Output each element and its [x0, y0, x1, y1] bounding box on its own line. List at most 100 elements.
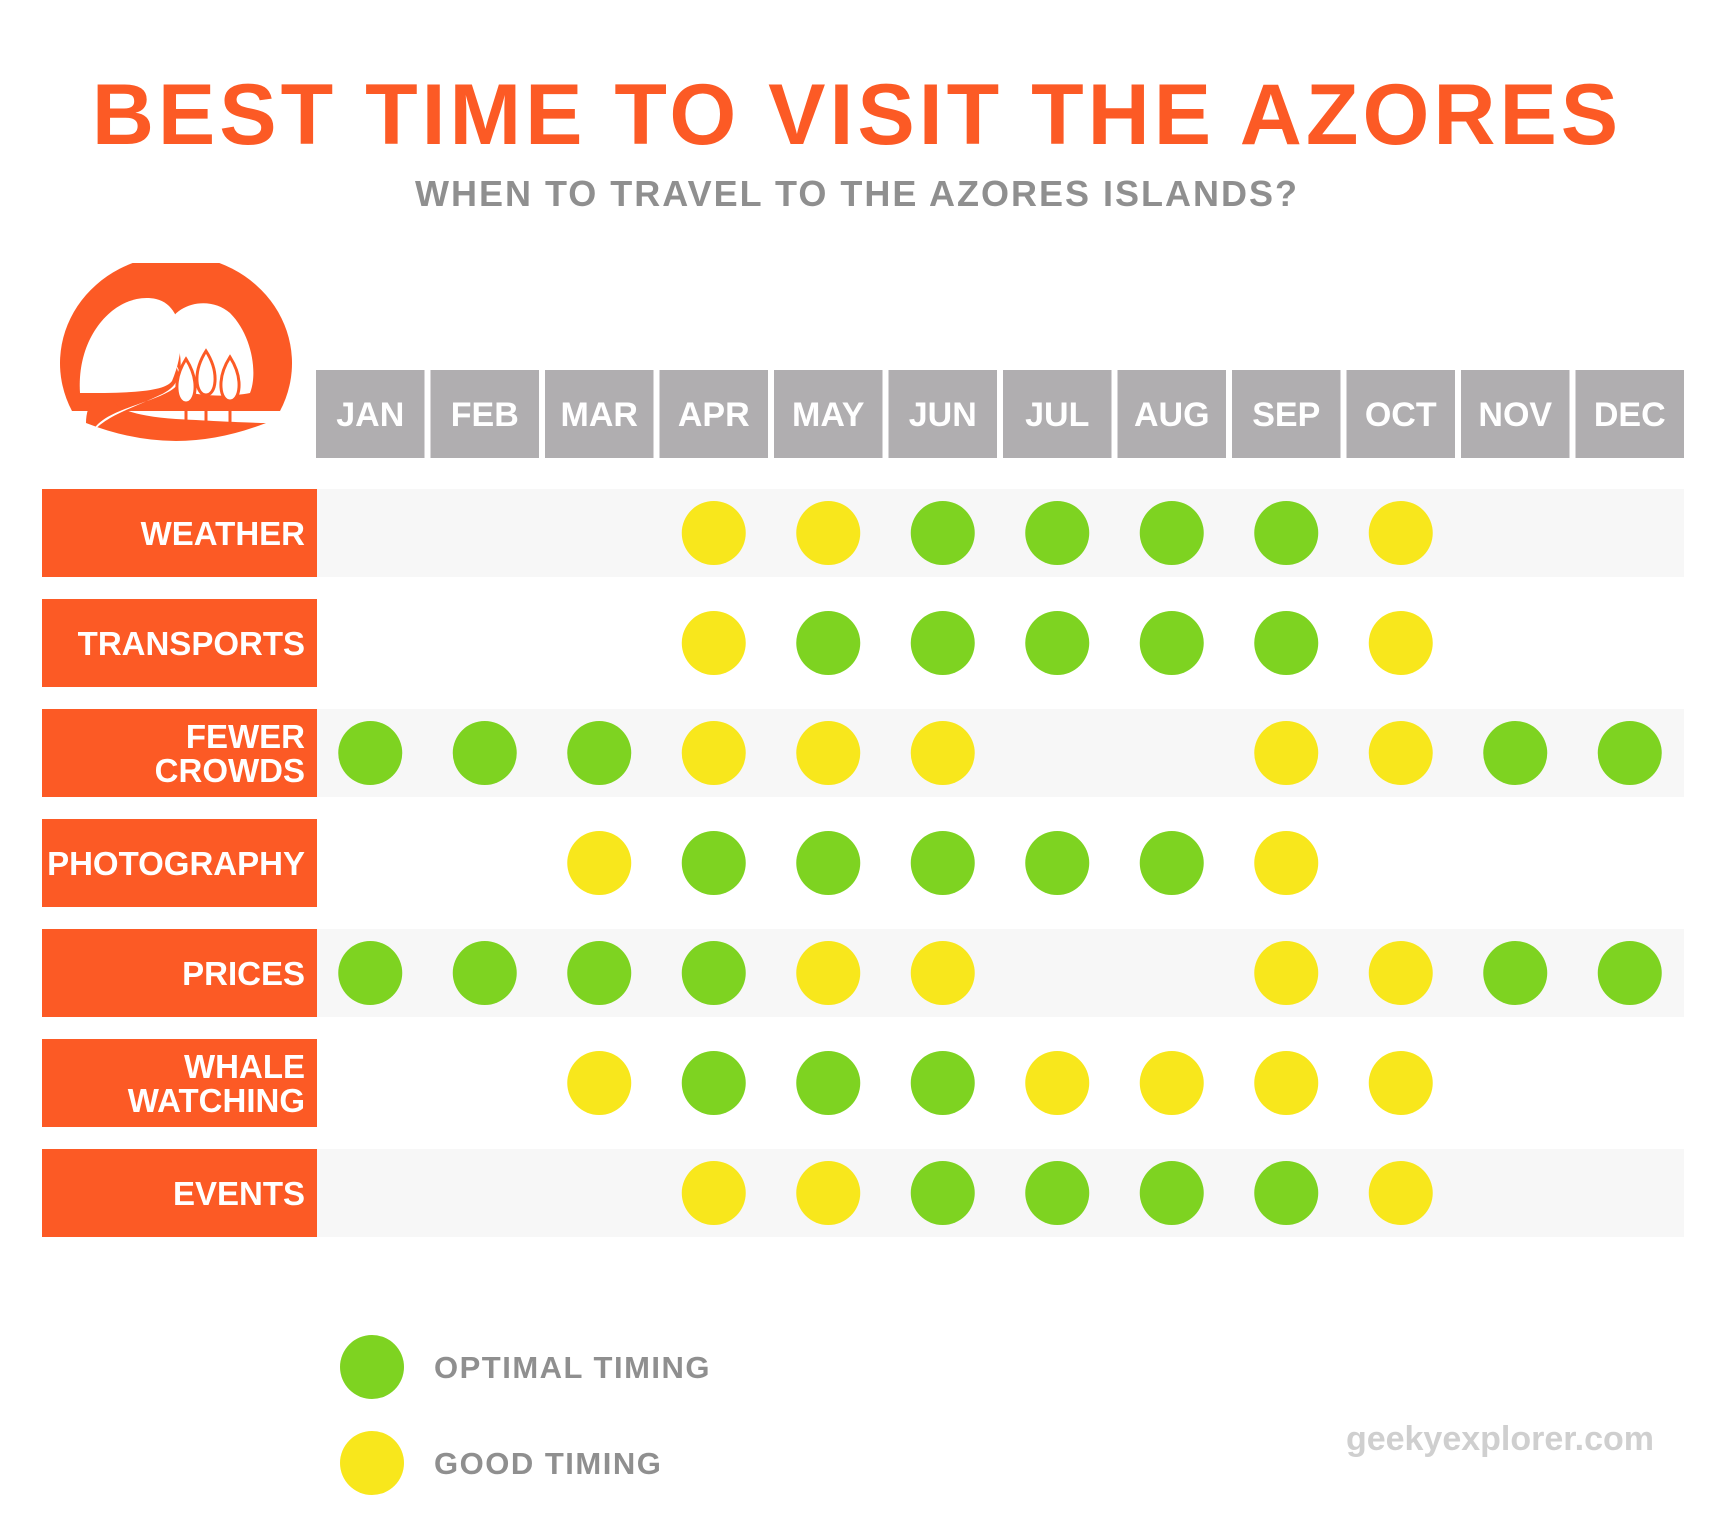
optimal-timing-dot: [1139, 831, 1204, 895]
good-timing-dot: [1254, 941, 1319, 1005]
page-subtitle: WHEN TO TRAVEL TO THE AZORES ISLANDS?: [414, 173, 1300, 214]
optimal-timing-dot: [1483, 721, 1548, 785]
month-header-label: DEC: [1594, 396, 1666, 434]
row-stripe: [317, 1149, 1684, 1237]
month-header-label: JAN: [336, 396, 404, 434]
month-header-cell: [430, 370, 539, 458]
category-label: PRICES: [182, 955, 305, 992]
optimal-timing-dot: [1254, 611, 1319, 675]
good-timing-dot: [681, 721, 746, 785]
category-label: PHOTOGRAPHY: [47, 845, 305, 882]
month-header-cell: [1575, 370, 1684, 458]
month-header-cell: [1003, 370, 1112, 458]
month-header-cell: [1461, 370, 1570, 458]
optimal-timing-dot: [910, 1161, 975, 1225]
legend-optimal-label: OPTIMAL TIMING: [434, 1349, 712, 1385]
good-timing-dot: [1025, 1051, 1090, 1115]
category-label: WATCHING: [128, 1082, 305, 1119]
category-label-box: [42, 929, 317, 1017]
good-timing-dot: [796, 721, 861, 785]
good-timing-dot: [681, 611, 746, 675]
optimal-timing-dot: [1025, 1161, 1090, 1225]
category-label: CROWDS: [155, 752, 305, 789]
row-stripe: [317, 489, 1684, 577]
optimal-timing-dot: [1025, 831, 1090, 895]
optimal-timing-dot: [1597, 941, 1662, 1005]
good-timing-dot: [1254, 831, 1319, 895]
category-label: FEWER: [186, 718, 305, 755]
optimal-timing-dot: [1139, 501, 1204, 565]
month-header-label: SEP: [1252, 396, 1320, 434]
optimal-timing-dot: [567, 721, 632, 785]
category-label-box: [42, 819, 317, 907]
optimal-timing-dot: [796, 611, 861, 675]
good-timing-dot: [1254, 721, 1319, 785]
month-header-label: FEB: [451, 396, 519, 434]
optimal-timing-dot: [796, 1051, 861, 1115]
optimal-timing-dot: [910, 611, 975, 675]
month-header-cell: [316, 370, 425, 458]
category-label-box: [42, 489, 317, 577]
good-timing-dot: [1139, 1051, 1204, 1115]
category-label-box: [42, 709, 317, 797]
good-timing-dot: [1368, 501, 1433, 565]
optimal-timing-dot: [338, 721, 403, 785]
good-timing-dot: [567, 831, 632, 895]
optimal-timing-dot: [681, 1051, 746, 1115]
good-timing-dot: [1254, 1051, 1319, 1115]
good-timing-dot: [796, 501, 861, 565]
optimal-timing-dot: [1254, 1161, 1319, 1225]
good-timing-dot: [910, 721, 975, 785]
month-header-label: AUG: [1134, 396, 1210, 434]
month-header-label: MAY: [792, 396, 865, 434]
optimal-timing-dot: [1483, 941, 1548, 1005]
month-header-label: JUL: [1025, 396, 1089, 434]
good-timing-dot: [1368, 611, 1433, 675]
optimal-timing-dot: [567, 941, 632, 1005]
optimal-timing-dot: [681, 831, 746, 895]
good-timing-dot: [1368, 1051, 1433, 1115]
optimal-timing-dot: [1254, 501, 1319, 565]
category-label: WEATHER: [141, 515, 306, 552]
good-timing-dot: [681, 1161, 746, 1225]
optimal-timing-dot: [452, 721, 517, 785]
month-header-cell: [774, 370, 883, 458]
month-header-label: JUN: [909, 396, 977, 434]
legend-optimal: OPTIMAL TIMING: [340, 1334, 711, 1400]
good-timing-dot: [681, 501, 746, 565]
good-timing-dot: [1368, 941, 1433, 1005]
optimal-timing-dot: [1139, 1161, 1204, 1225]
optimal-timing-dot: [681, 941, 746, 1005]
month-header-cell: [659, 370, 768, 458]
category-label-box: [42, 1039, 317, 1127]
category-label-box: [42, 599, 317, 687]
good-timing-dot: [910, 941, 975, 1005]
good-timing-dot: [567, 1051, 632, 1115]
month-header-label: MAR: [561, 396, 638, 434]
legend-good-label: GOOD TIMING: [434, 1445, 663, 1481]
category-label: WHALE: [184, 1048, 305, 1085]
month-header-cell: [1117, 370, 1226, 458]
month-header-label: APR: [678, 396, 750, 434]
month-header-cell: [1346, 370, 1455, 458]
good-timing-dot: [796, 1161, 861, 1225]
row-stripe: [317, 929, 1684, 1017]
month-header-cell: [1232, 370, 1341, 458]
optimal-timing-dot: [1597, 721, 1662, 785]
optimal-timing-dot: [1025, 501, 1090, 565]
month-header-label: NOV: [1478, 396, 1552, 434]
optimal-timing-dot: [910, 831, 975, 895]
optimal-timing-dot: [452, 941, 517, 1005]
optimal-timing-dot: [910, 1051, 975, 1115]
mountain-road-trees-logo-icon: [60, 263, 292, 441]
month-header-cell: [888, 370, 997, 458]
optimal-timing-dot: [796, 831, 861, 895]
optimal-timing-dot: [338, 941, 403, 1005]
good-timing-dot: [1368, 721, 1433, 785]
legend-green-swatch: [340, 1335, 404, 1399]
optimal-timing-dot: [910, 501, 975, 565]
legend-good: GOOD TIMING: [340, 1430, 662, 1496]
legend-yellow-swatch: [340, 1431, 404, 1495]
